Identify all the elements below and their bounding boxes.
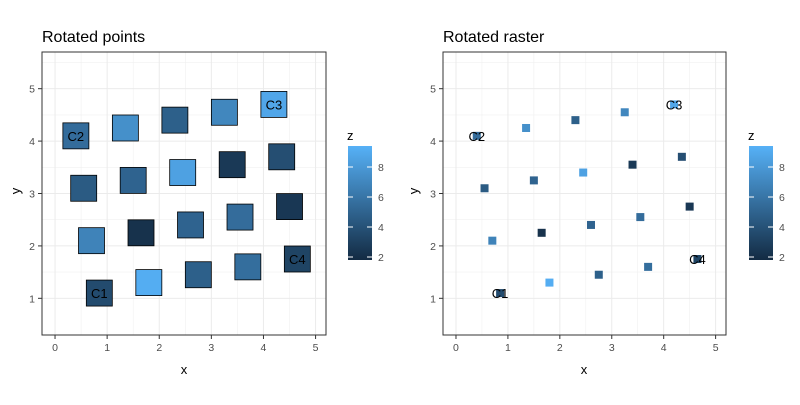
raster-cell [685, 202, 694, 211]
point-label: C2 [468, 129, 485, 144]
y-tick-label: 5 [29, 84, 35, 96]
raster-cell [488, 236, 497, 245]
chart-title: Rotated points [42, 29, 145, 46]
data-point [260, 91, 288, 118]
raster-cell [529, 176, 538, 185]
raster-cell [670, 100, 679, 109]
raster-cell [480, 184, 489, 193]
raster-cell [537, 228, 546, 237]
point-label: C4 [289, 252, 306, 267]
colorbar-tick-label: 2 [779, 252, 785, 264]
data-point [218, 151, 246, 179]
data-point [85, 279, 113, 307]
x-tick-label: 4 [261, 342, 267, 354]
x-tick-label: 4 [661, 342, 667, 354]
data-point [78, 227, 105, 255]
raster-cell [496, 289, 505, 298]
raster-cell [571, 116, 580, 125]
data-point [234, 253, 262, 281]
point-label: C1 [492, 286, 509, 301]
x-tick-label: 1 [104, 342, 110, 354]
data-point [268, 143, 296, 171]
data-point [210, 98, 238, 126]
colorbar [749, 146, 773, 260]
y-axis-label: y [8, 187, 23, 194]
x-tick-label: 0 [52, 342, 58, 354]
x-tick-label: 3 [609, 342, 615, 354]
chart-title: Rotated raster [443, 29, 545, 46]
colorbar-tick-label: 6 [779, 192, 785, 204]
colorbar-legend: z 2 4 6 8 [347, 128, 384, 264]
raster-cell [594, 270, 603, 279]
y-tick-label: 3 [29, 189, 35, 201]
colorbar-tick-label: 8 [779, 162, 785, 174]
raster-cell [586, 220, 595, 229]
x-tick-label: 0 [453, 342, 459, 354]
data-point [177, 211, 204, 239]
y-tick-label: 2 [430, 241, 436, 253]
point-label: C1 [91, 286, 108, 301]
plot-marks: C2 C3 C1 C4 [62, 91, 311, 307]
legend-title: z [347, 128, 354, 143]
plot-marks: C2 C3 C1 C4 [468, 97, 705, 301]
data-point [276, 193, 303, 221]
colorbar-tick-label: 4 [378, 222, 384, 234]
data-point [226, 203, 254, 231]
y-axis-label: y [406, 187, 421, 194]
point-label: C3 [266, 97, 283, 112]
x-axis-label: x [181, 362, 188, 377]
point-label: C2 [68, 129, 85, 144]
colorbar-tick-label: 4 [779, 222, 785, 234]
data-point [111, 114, 139, 142]
data-point [161, 106, 189, 134]
y-tick-label: 5 [430, 84, 436, 96]
x-tick-label: 5 [713, 342, 719, 354]
raster-cell [545, 278, 554, 287]
raster-cell [628, 160, 637, 169]
x-tick-label: 1 [505, 342, 511, 354]
x-tick-label: 2 [156, 342, 162, 354]
colorbar-legend: z 2 4 6 8 [748, 128, 785, 264]
axis-ticks: 0 1 2 3 4 5 1 2 3 4 5 [430, 84, 719, 354]
y-tick-label: 3 [430, 189, 436, 201]
x-axis-label: x [581, 362, 588, 377]
colorbar-tick-label: 8 [378, 162, 384, 174]
x-tick-label: 5 [313, 342, 319, 354]
y-tick-label: 1 [29, 293, 35, 305]
y-tick-label: 2 [29, 241, 35, 253]
data-point [169, 159, 197, 186]
colorbar-tick-label: 6 [378, 192, 384, 204]
raster-cell [677, 152, 686, 161]
raster-cell [472, 131, 481, 140]
axis-ticks: 0 1 2 3 4 5 1 2 3 4 5 [29, 84, 318, 354]
data-point [127, 219, 155, 247]
raster-cell [579, 168, 588, 177]
point-label: C3 [666, 97, 683, 112]
y-tick-label: 4 [430, 136, 436, 148]
data-point [70, 174, 98, 202]
x-tick-label: 3 [208, 342, 214, 354]
raster-cell [644, 262, 653, 271]
raster-cell [620, 108, 629, 117]
colorbar [348, 146, 372, 260]
point-label: C4 [689, 252, 706, 267]
data-point [62, 122, 90, 150]
x-tick-label: 2 [557, 342, 563, 354]
plot-grid [443, 52, 726, 335]
y-tick-label: 4 [29, 136, 35, 148]
data-point [135, 269, 163, 296]
raster-cell [693, 255, 702, 264]
legend-title: z [748, 128, 755, 143]
data-point [283, 245, 311, 273]
colorbar-tick-label: 2 [378, 252, 384, 264]
data-point [184, 261, 212, 289]
raster-cell [636, 213, 645, 222]
data-point [119, 166, 147, 194]
raster-cell [522, 123, 531, 132]
y-tick-label: 1 [430, 293, 436, 305]
